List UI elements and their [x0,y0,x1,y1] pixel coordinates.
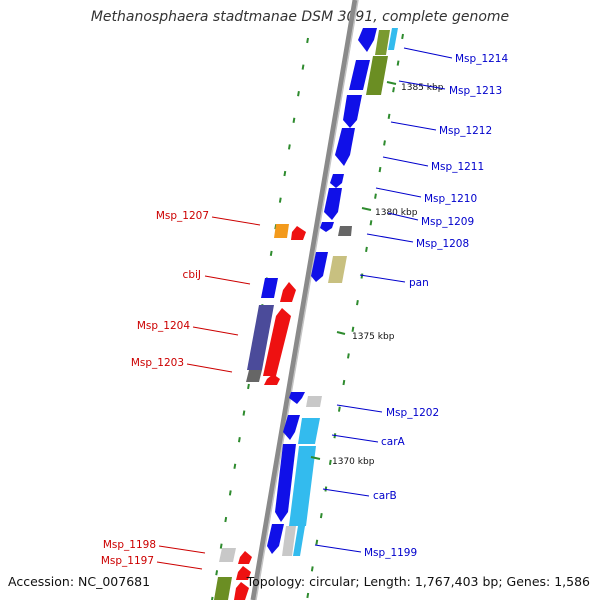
reverse-gene-labels: Msp_1207 cbiJ Msp_1204 Msp_1203 Msp_1198… [101,210,261,570]
gene-label-msp-1197[interactable]: Msp_1197 [101,555,154,567]
gene-feature[interactable] [375,30,390,55]
genome-backbone [250,0,359,600]
gene-label-msp-1207[interactable]: Msp_1207 [156,210,209,222]
gene-feature[interactable] [328,256,347,283]
gene-feature[interactable] [324,188,342,220]
scale-label-1375: 1375 kbp [352,332,395,342]
gene-feature[interactable] [349,60,370,90]
gene-feature[interactable] [320,222,334,232]
gene-feature[interactable] [306,396,322,407]
gene-feature[interactable] [214,577,232,600]
reverse-strand-genes [214,224,306,600]
gene-label-msp-1212[interactable]: Msp_1212 [439,125,492,137]
gene-feature[interactable] [261,278,278,298]
gene-feature[interactable] [236,566,251,580]
gene-feature[interactable] [264,374,280,385]
gene-feature[interactable] [263,308,291,376]
gene-feature[interactable] [267,524,284,554]
map-title: Methanosphaera stadtmanae DSM 3091, comp… [90,9,510,25]
gene-feature[interactable] [366,56,388,95]
genome-summary-text: Topology: circular; Length: 1,767,403 bp… [246,574,590,589]
gene-feature[interactable] [311,252,328,282]
gene-label-msp-1202[interactable]: Msp_1202 [386,407,439,419]
forward-gene-labels: Msp_1214 Msp_1213 Msp_1212 Msp_1211 Msp_… [314,47,508,559]
gene-feature[interactable] [219,548,236,562]
gene-feature[interactable] [289,392,305,404]
gene-label-cbij[interactable]: cbiJ [183,269,201,281]
scale-label-1370: 1370 kbp [332,457,375,467]
scale-label-1380: 1380 kbp [375,208,418,218]
gene-label-msp-1204[interactable]: Msp_1204 [137,320,190,332]
gene-feature[interactable] [238,551,252,564]
gene-feature[interactable] [246,370,262,382]
gene-label-carb[interactable]: carB [373,490,397,502]
gene-feature[interactable] [280,282,296,302]
outer-tick-marks [211,33,404,600]
gene-feature[interactable] [247,305,274,370]
scale-label-1385: 1385 kbp [401,83,444,93]
gene-label-msp-1213[interactable]: Msp_1213 [449,85,502,97]
gene-feature[interactable] [293,526,305,556]
gene-feature[interactable] [274,224,289,238]
gene-label-msp-1214[interactable]: Msp_1214 [455,53,508,65]
gene-feature[interactable] [358,28,377,52]
gene-label-cara[interactable]: carA [381,436,406,448]
gene-feature[interactable] [338,226,352,236]
gene-feature[interactable] [282,526,296,556]
gene-feature[interactable] [291,226,306,240]
accession-text: Accession: NC_007681 [8,574,151,589]
gene-feature[interactable] [234,582,249,600]
gene-feature[interactable] [275,444,296,522]
gene-label-msp-1209[interactable]: Msp_1209 [421,216,474,228]
forward-strand-genes [267,28,398,556]
gene-label-msp-1208[interactable]: Msp_1208 [416,238,469,250]
gene-feature[interactable] [335,128,355,166]
scale-labels: 1385 kbp 1380 kbp 1375 kbp 1370 kbp [310,81,444,467]
gene-label-pan[interactable]: pan [409,277,429,289]
gene-feature[interactable] [283,415,300,440]
gene-label-msp-1199[interactable]: Msp_1199 [364,547,417,559]
gene-label-msp-1203[interactable]: Msp_1203 [131,357,184,369]
gene-label-msp-1198[interactable]: Msp_1198 [103,539,156,551]
gene-label-msp-1211[interactable]: Msp_1211 [431,161,484,173]
gene-feature[interactable] [289,446,316,526]
gene-feature[interactable] [343,95,362,128]
gene-feature[interactable] [330,174,344,188]
gene-feature[interactable] [388,28,398,50]
gene-feature[interactable] [298,418,320,444]
gene-label-msp-1210[interactable]: Msp_1210 [424,193,477,205]
